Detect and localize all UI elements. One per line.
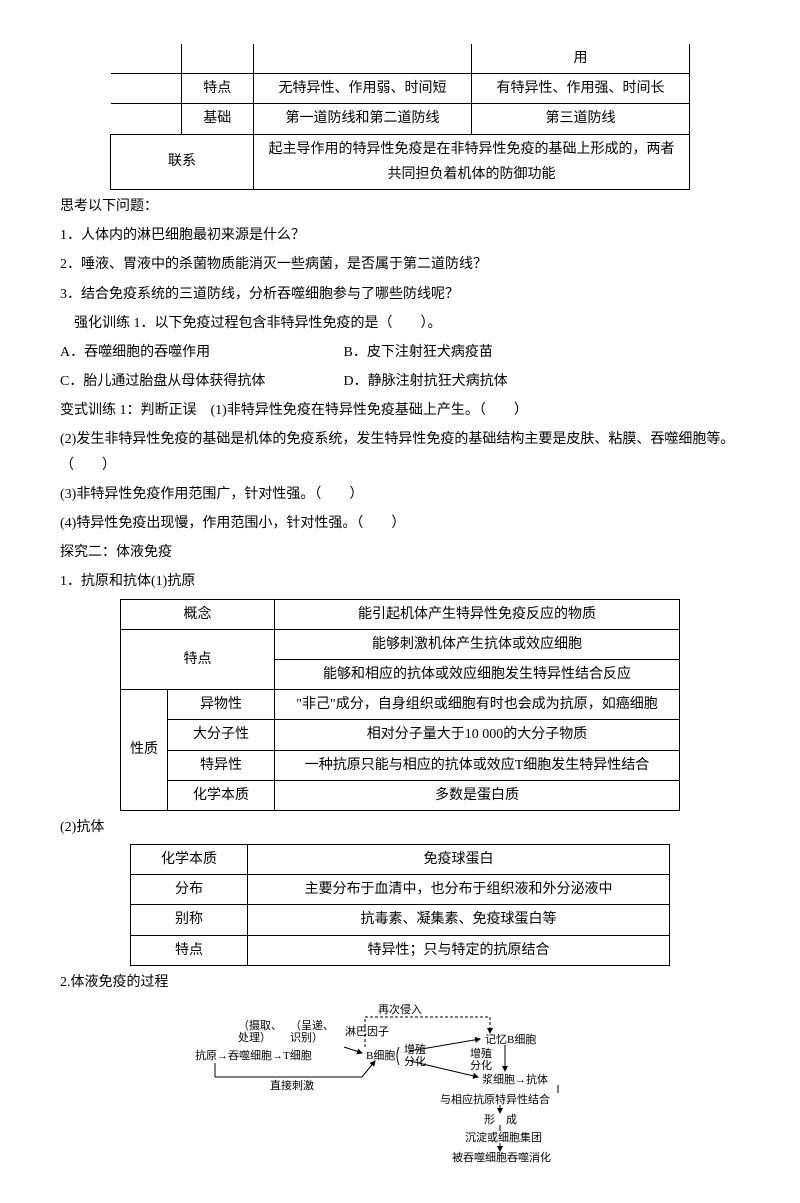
diagram-label: 处理）: [238, 1031, 271, 1044]
cell: 性质: [121, 690, 168, 811]
cell: "非己"成分，自身组织或细胞有时也会成为抗原，如癌细胞: [275, 690, 680, 720]
option-row: C．胎儿通过胎盘从母体获得抗体 D．静脉注射抗狂犬病抗体: [60, 369, 740, 394]
text-line: 变式训练 1：判断正误 (1)非特异性免疫在特异性免疫基础上产生。（ ）: [60, 398, 740, 423]
diagram-label: 记忆B细胞: [485, 1033, 536, 1046]
option-d: D．静脉注射抗狂犬病抗体: [344, 374, 508, 389]
diagram-label: 抗原→吞噬细胞→T细胞: [195, 1048, 312, 1062]
text-line: (3)非特异性免疫作用范围广，针对性强。（ ）: [60, 482, 740, 507]
humoral-immunity-diagram: 再次侵入 （摄取、 处理） （呈递、 识别） 淋巴因子 记忆B细胞 增殖 分化 …: [190, 1003, 610, 1163]
diagram-label: 再次侵入: [378, 1003, 422, 1016]
text-line: (4)特异性免疫出现慢，作用范围小，针对性强。（ ）: [60, 511, 740, 536]
option-a: A．吞噬细胞的吞噬作用: [60, 340, 340, 365]
diagram-label: 沉淀或细胞集团: [465, 1130, 542, 1144]
cell: 能够和相应的抗体或效应细胞发生特异性结合反应: [275, 659, 680, 689]
diagram-label: B细胞: [366, 1049, 395, 1062]
cell: 第一道防线和第二道防线: [253, 104, 471, 134]
cell: 基础: [181, 104, 253, 134]
option-row: A．吞噬细胞的吞噬作用 B．皮下注射狂犬病疫苗: [60, 340, 740, 365]
diagram-label: 浆细胞→抗体: [482, 1072, 548, 1086]
text-line: 1．人体内的淋巴细胞最初来源是什么？: [60, 223, 740, 248]
cell: 有特异性、作用强、时间长: [471, 74, 689, 104]
diagram-label: 分化: [404, 1054, 426, 1068]
diagram-label: 分化: [470, 1058, 492, 1072]
cell: 主要分布于血清中，也分布于组织液和外分泌液中: [248, 875, 670, 905]
cell: 第三道防线: [471, 104, 689, 134]
cell: 相对分子量大于10 000的大分子物质: [275, 720, 680, 750]
option-b: B．皮下注射狂犬病疫苗: [344, 345, 493, 360]
cell: 特点: [121, 629, 275, 689]
cell: 无特异性、作用弱、时间短: [253, 74, 471, 104]
cell: 异物性: [168, 690, 275, 720]
cell: 用: [471, 44, 689, 74]
table-immunity-compare: 用 特点 无特异性、作用弱、时间短 有特异性、作用强、时间长 基础 第一道防线和…: [110, 44, 690, 190]
text-line: 2．唾液、胃液中的杀菌物质能消灭一些病菌，是否属于第二道防线？: [60, 252, 740, 277]
cell: 起主导作用的特异性免疫是在非特异性免疫的基础上形成的，两者共同担负着机体的防御功…: [253, 134, 689, 189]
cell: 一种抗原只能与相应的抗体或效应T细胞发生特异性结合: [275, 750, 680, 780]
diagram-label: 淋巴因子: [345, 1025, 389, 1038]
cell: 多数是蛋白质: [275, 780, 680, 810]
diagram-label: 形 成: [484, 1113, 517, 1126]
diagram-label: 识别）: [290, 1031, 323, 1044]
text-line: 2.体液免疫的过程: [60, 970, 740, 995]
text-line: (2)发生非特异性免疫的基础是机体的免疫系统，发生特异性免疫的基础结构主要是皮肤…: [60, 427, 740, 477]
cell: 能引起机体产生特异性免疫反应的物质: [275, 599, 680, 629]
diagram-label: 直接刺激: [270, 1078, 314, 1092]
cell: 大分子性: [168, 720, 275, 750]
text-line: 思考以下问题：: [60, 194, 740, 219]
text-line: 3．结合免疫系统的三道防线，分析吞噬细胞参与了哪些防线呢？: [60, 282, 740, 307]
cell: 联系: [111, 134, 254, 189]
cell: 概念: [121, 599, 275, 629]
diagram-label: （呈递、: [290, 1018, 334, 1032]
cell: 特点: [131, 935, 248, 965]
cell: 化学本质: [168, 780, 275, 810]
cell: 分布: [131, 875, 248, 905]
text-line: 探究二：体液免疫: [60, 540, 740, 565]
table-antibody: 化学本质 免疫球蛋白 分布 主要分布于血清中，也分布于组织液和外分泌液中 别称 …: [130, 844, 670, 966]
cell: 特异性: [168, 750, 275, 780]
option-c: C．胎儿通过胎盘从母体获得抗体: [60, 369, 340, 394]
text-line: (2)抗体: [60, 815, 740, 840]
table-antigen: 概念 能引起机体产生特异性免疫反应的物质 特点 能够刺激机体产生抗体或效应细胞 …: [120, 599, 680, 811]
diagram-label: 增殖: [470, 1046, 492, 1060]
cell: 别称: [131, 905, 248, 935]
cell: 能够刺激机体产生抗体或效应细胞: [275, 629, 680, 659]
diagram-label: 被吞噬细胞吞噬消化: [452, 1150, 551, 1163]
text-line: 1．抗原和抗体(1)抗原: [60, 569, 740, 594]
cell: 特点: [181, 74, 253, 104]
diagram-label: 增殖: [404, 1042, 426, 1056]
cell: 抗毒素、凝集素、免疫球蛋白等: [248, 905, 670, 935]
diagram-label: （摄取、: [238, 1018, 282, 1032]
cell: 化学本质: [131, 845, 248, 875]
text-line: 强化训练 1．以下免疫过程包含非特异性免疫的是（ ）。: [60, 311, 740, 336]
cell: 免疫球蛋白: [248, 845, 670, 875]
diagram-label: 与相应抗原特异性结合: [440, 1092, 550, 1106]
cell: 特异性；只与特定的抗原结合: [248, 935, 670, 965]
